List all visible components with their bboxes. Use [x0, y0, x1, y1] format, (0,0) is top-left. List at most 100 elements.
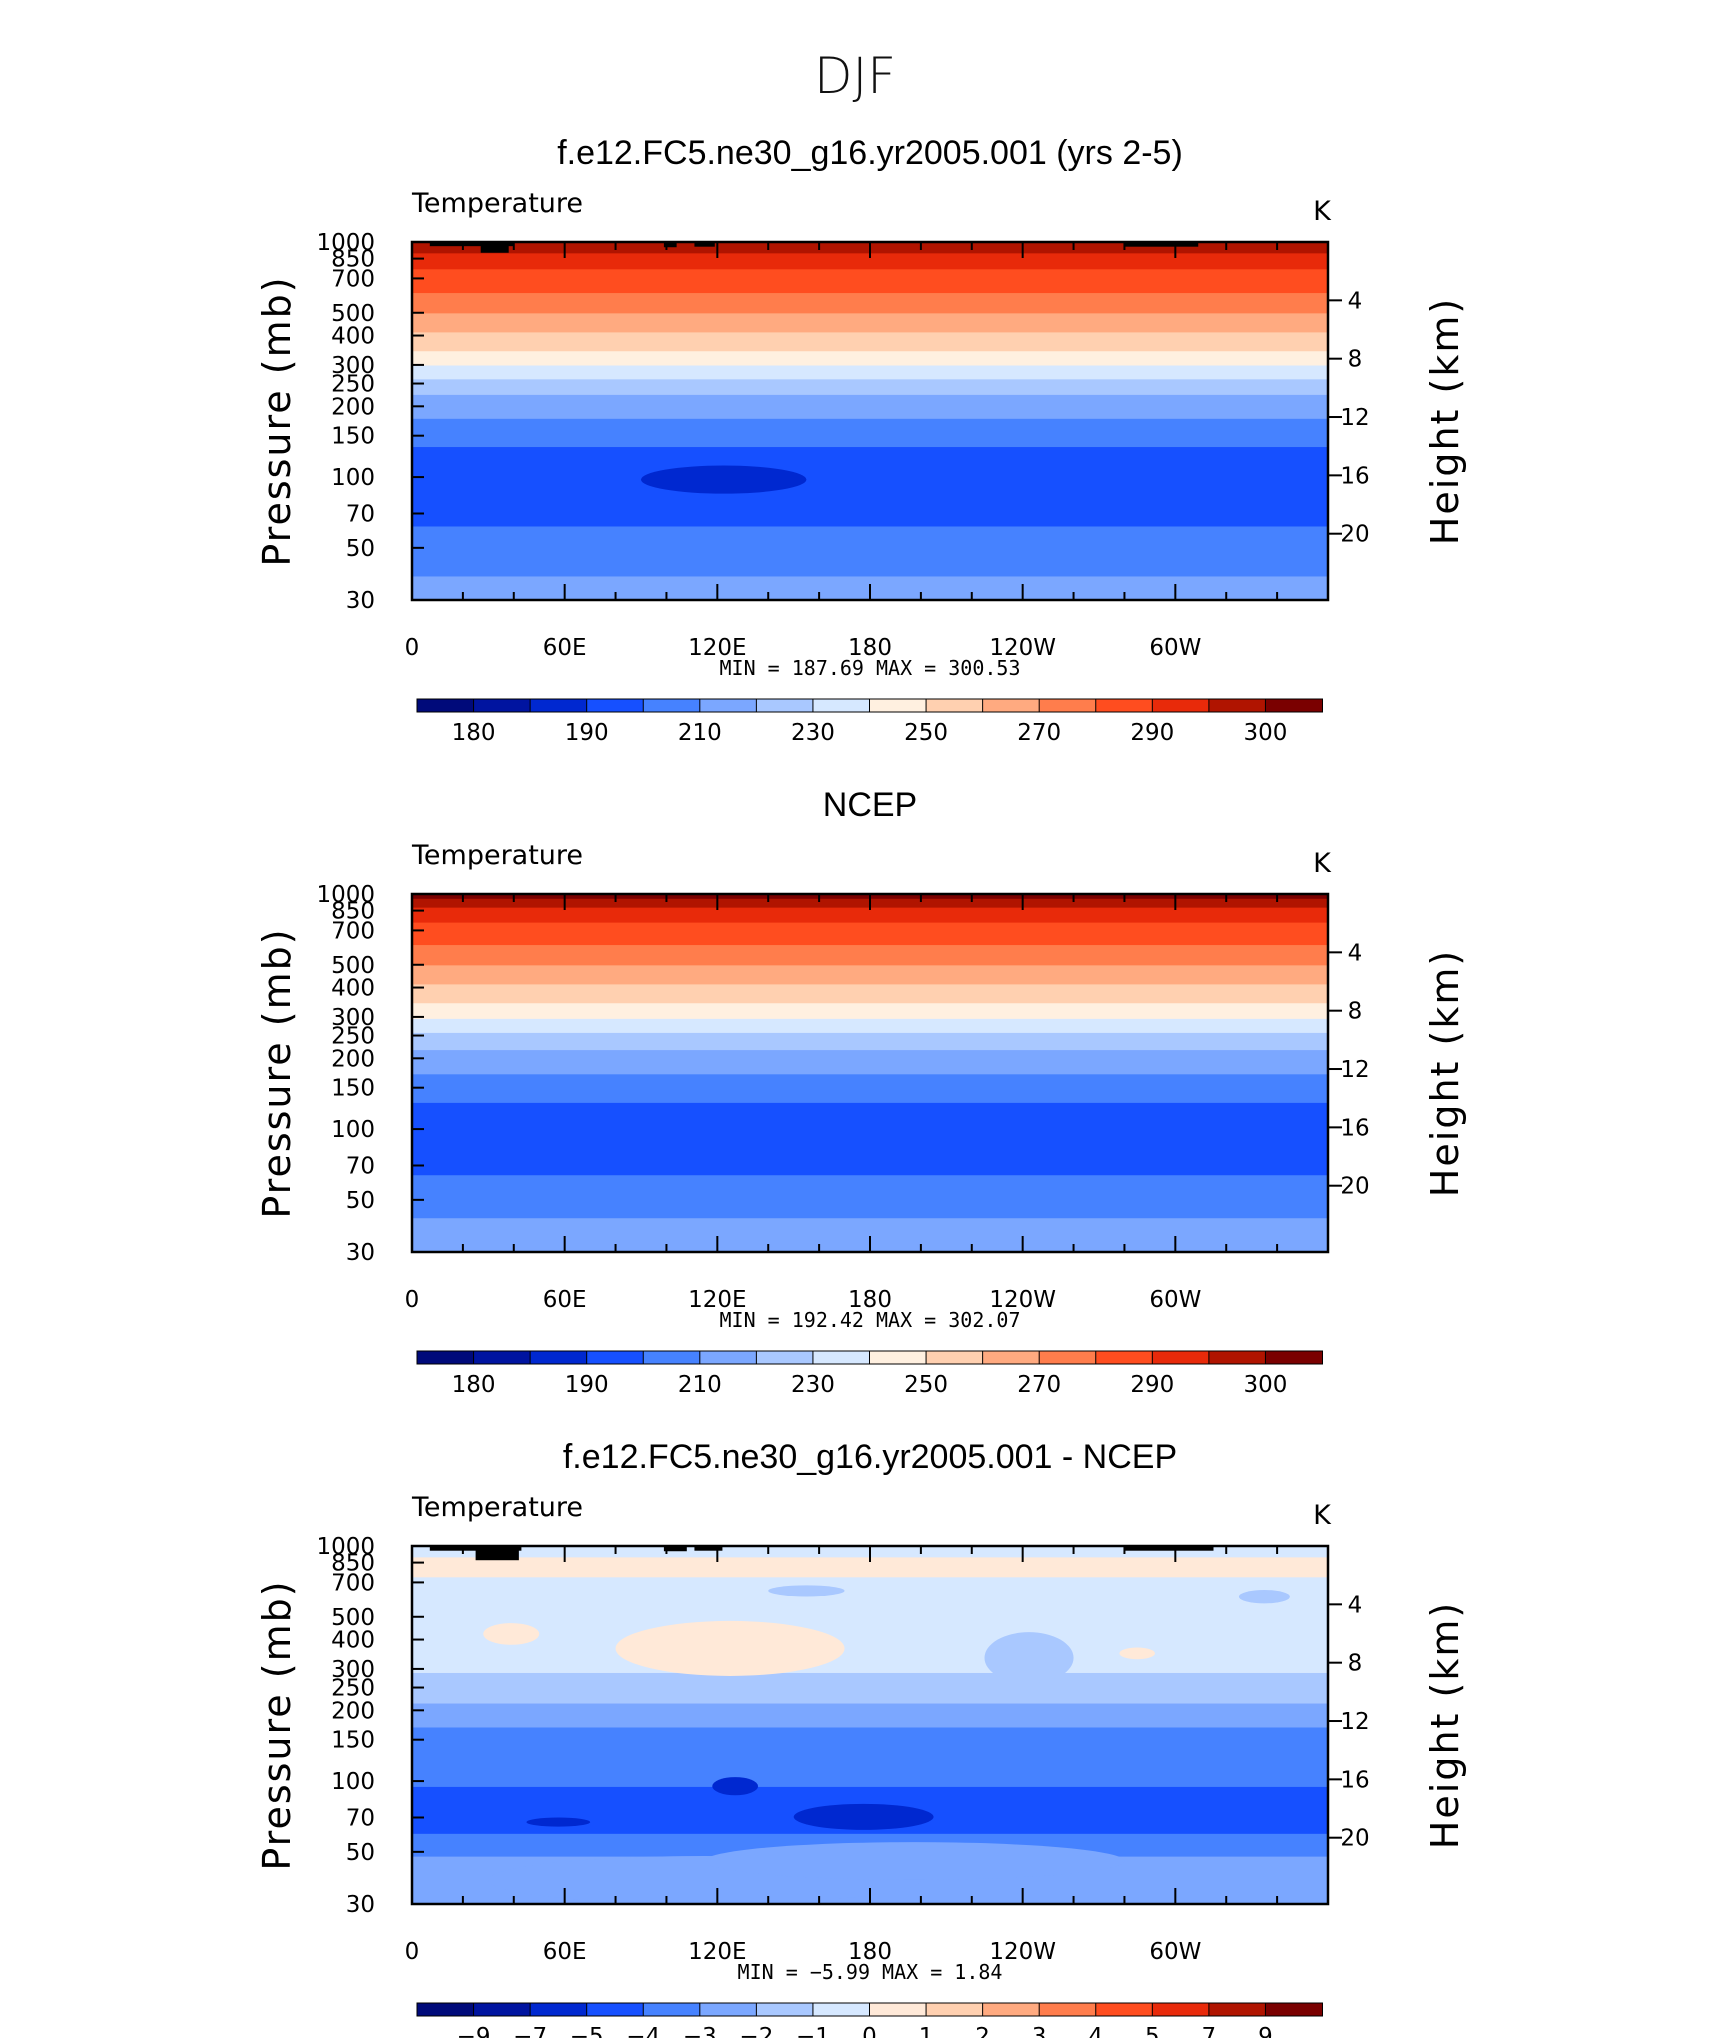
colorbar-cell — [1151, 698, 1210, 713]
terrain-mask — [429, 1546, 522, 1551]
y-tick-label: 150 — [331, 1076, 375, 1102]
colorbar-cell — [1038, 1350, 1097, 1365]
colorbar-label: 5 — [1145, 2024, 1160, 2038]
x-tick-label: 0 — [405, 635, 420, 661]
x-tick-label: 120E — [688, 1939, 746, 1965]
y-right-tick-label: 8 — [1348, 347, 1363, 373]
y-tick-label: 30 — [346, 588, 375, 614]
contour-region — [615, 1620, 845, 1676]
contour-band — [412, 1702, 1328, 1728]
terrain-mask — [1124, 1546, 1214, 1551]
colorbar-label: −4 — [626, 2024, 660, 2038]
colorbar-cell — [473, 2002, 532, 2017]
contour-band — [412, 446, 1328, 527]
y-right-tick-label: 20 — [1340, 1826, 1369, 1852]
y-tick-label: 300 — [331, 353, 375, 379]
colorbar-label: 9 — [1258, 2024, 1273, 2038]
variable-label: Temperature — [411, 1492, 583, 1523]
colorbar-label: 190 — [565, 720, 609, 746]
colorbar-cell — [1095, 698, 1154, 713]
y-tick-label: 850 — [331, 1551, 375, 1577]
min-max-label: MIN = −5.99 MAX = 1.84 — [738, 1960, 1003, 1984]
contour-band — [412, 364, 1328, 380]
y-right-tick-label: 12 — [1340, 1709, 1369, 1735]
contour-band — [412, 394, 1328, 419]
colorbar-cell — [1151, 2002, 1210, 2017]
x-tick-label: 120E — [688, 1287, 746, 1313]
y-tick-label: 30 — [346, 1892, 375, 1918]
colorbar-cell — [699, 698, 758, 713]
contour-band — [412, 418, 1328, 448]
x-tick-label: 60W — [1149, 1287, 1201, 1313]
y-tick-label: 400 — [331, 324, 375, 350]
colorbar-label: 3 — [1032, 2024, 1047, 2038]
panel-title: f.e12.FC5.ne30_g16.yr2005.001 (yrs 2-5) — [557, 134, 1183, 172]
contour-band — [412, 1672, 1328, 1704]
contour-band — [412, 964, 1328, 985]
colorbar-cell — [1264, 2002, 1323, 2017]
colorbar-cell — [473, 698, 532, 713]
contour-band — [412, 1576, 1328, 1673]
colorbar-cell — [1038, 2002, 1097, 2017]
colorbar-label: 4 — [1088, 2024, 1103, 2038]
colorbar-label: 300 — [1243, 720, 1287, 746]
y-tick-label: 500 — [331, 1605, 375, 1631]
colorbar-cell — [925, 2002, 984, 2017]
y-right-tick-label: 12 — [1340, 1057, 1369, 1083]
y-tick-label: 70 — [346, 1153, 375, 1179]
contour-band — [412, 907, 1328, 923]
colorbar-cell — [869, 698, 928, 713]
colorbar-cell — [982, 2002, 1041, 2017]
contour-band — [412, 944, 1328, 966]
colorbar-cell — [529, 2002, 588, 2017]
colorbar-cell — [982, 698, 1041, 713]
min-max-label: MIN = 187.69 MAX = 300.53 — [719, 656, 1020, 680]
y-right-axis-label: Height (km) — [1423, 1601, 1467, 1849]
y-right-tick-label: 16 — [1340, 463, 1369, 489]
colorbar-label: 7 — [1202, 2024, 1217, 2038]
contour-region — [984, 1632, 1074, 1684]
y-tick-label: 200 — [331, 1046, 375, 1072]
colorbar-label: −5 — [570, 2024, 604, 2038]
contour-region — [1119, 1647, 1155, 1660]
y-tick-label: 400 — [331, 1628, 375, 1654]
terrain-mask — [694, 1546, 723, 1551]
y-tick-label: 50 — [346, 1188, 375, 1214]
y-right-tick-label: 4 — [1348, 1592, 1363, 1618]
colorbar-label: −9 — [457, 2024, 491, 2038]
y-tick-label: 200 — [331, 1698, 375, 1724]
y-tick-label: 50 — [346, 536, 375, 562]
y-right-tick-label: 4 — [1348, 940, 1363, 966]
colorbar-cell — [812, 698, 871, 713]
colorbar-label: 250 — [904, 1372, 948, 1398]
y-tick-label: 700 — [331, 266, 375, 292]
colorbar-cell — [812, 2002, 871, 2017]
y-tick-label: 1000 — [316, 882, 375, 908]
y-right-tick-label: 20 — [1340, 522, 1369, 548]
x-tick-label: 60E — [543, 635, 587, 661]
colorbar-cell — [642, 698, 701, 713]
colorbar-cell — [755, 1350, 814, 1365]
units-label: K — [1313, 848, 1332, 879]
contour-region — [483, 1623, 540, 1645]
panel-title: f.e12.FC5.ne30_g16.yr2005.001 - NCEP — [563, 1438, 1177, 1476]
contour-region — [712, 1777, 759, 1796]
y-tick-label: 400 — [331, 976, 375, 1002]
y-tick-label: 500 — [331, 953, 375, 979]
x-tick-label: 120W — [989, 1939, 1056, 1965]
colorbar-cell — [1095, 1350, 1154, 1365]
contour-band — [412, 1018, 1328, 1033]
colorbar-cell — [869, 2002, 928, 2017]
contour-band — [412, 292, 1328, 314]
x-tick-label: 180 — [848, 635, 892, 661]
units-label: K — [1313, 196, 1332, 227]
colorbar-label: −7 — [513, 2024, 547, 2038]
panel-1: f.e12.FC5.ne30_g16.yr2005.001 (yrs 2-5) T… — [255, 134, 1467, 746]
colorbar-cell — [1264, 698, 1323, 713]
terrain-mask — [694, 242, 715, 247]
colorbar-cell — [642, 2002, 701, 2017]
colorbar-cell — [416, 2002, 475, 2017]
contour-band — [412, 1073, 1328, 1103]
colorbar-cell — [755, 698, 814, 713]
y-right-tick-label: 8 — [1348, 1651, 1363, 1677]
